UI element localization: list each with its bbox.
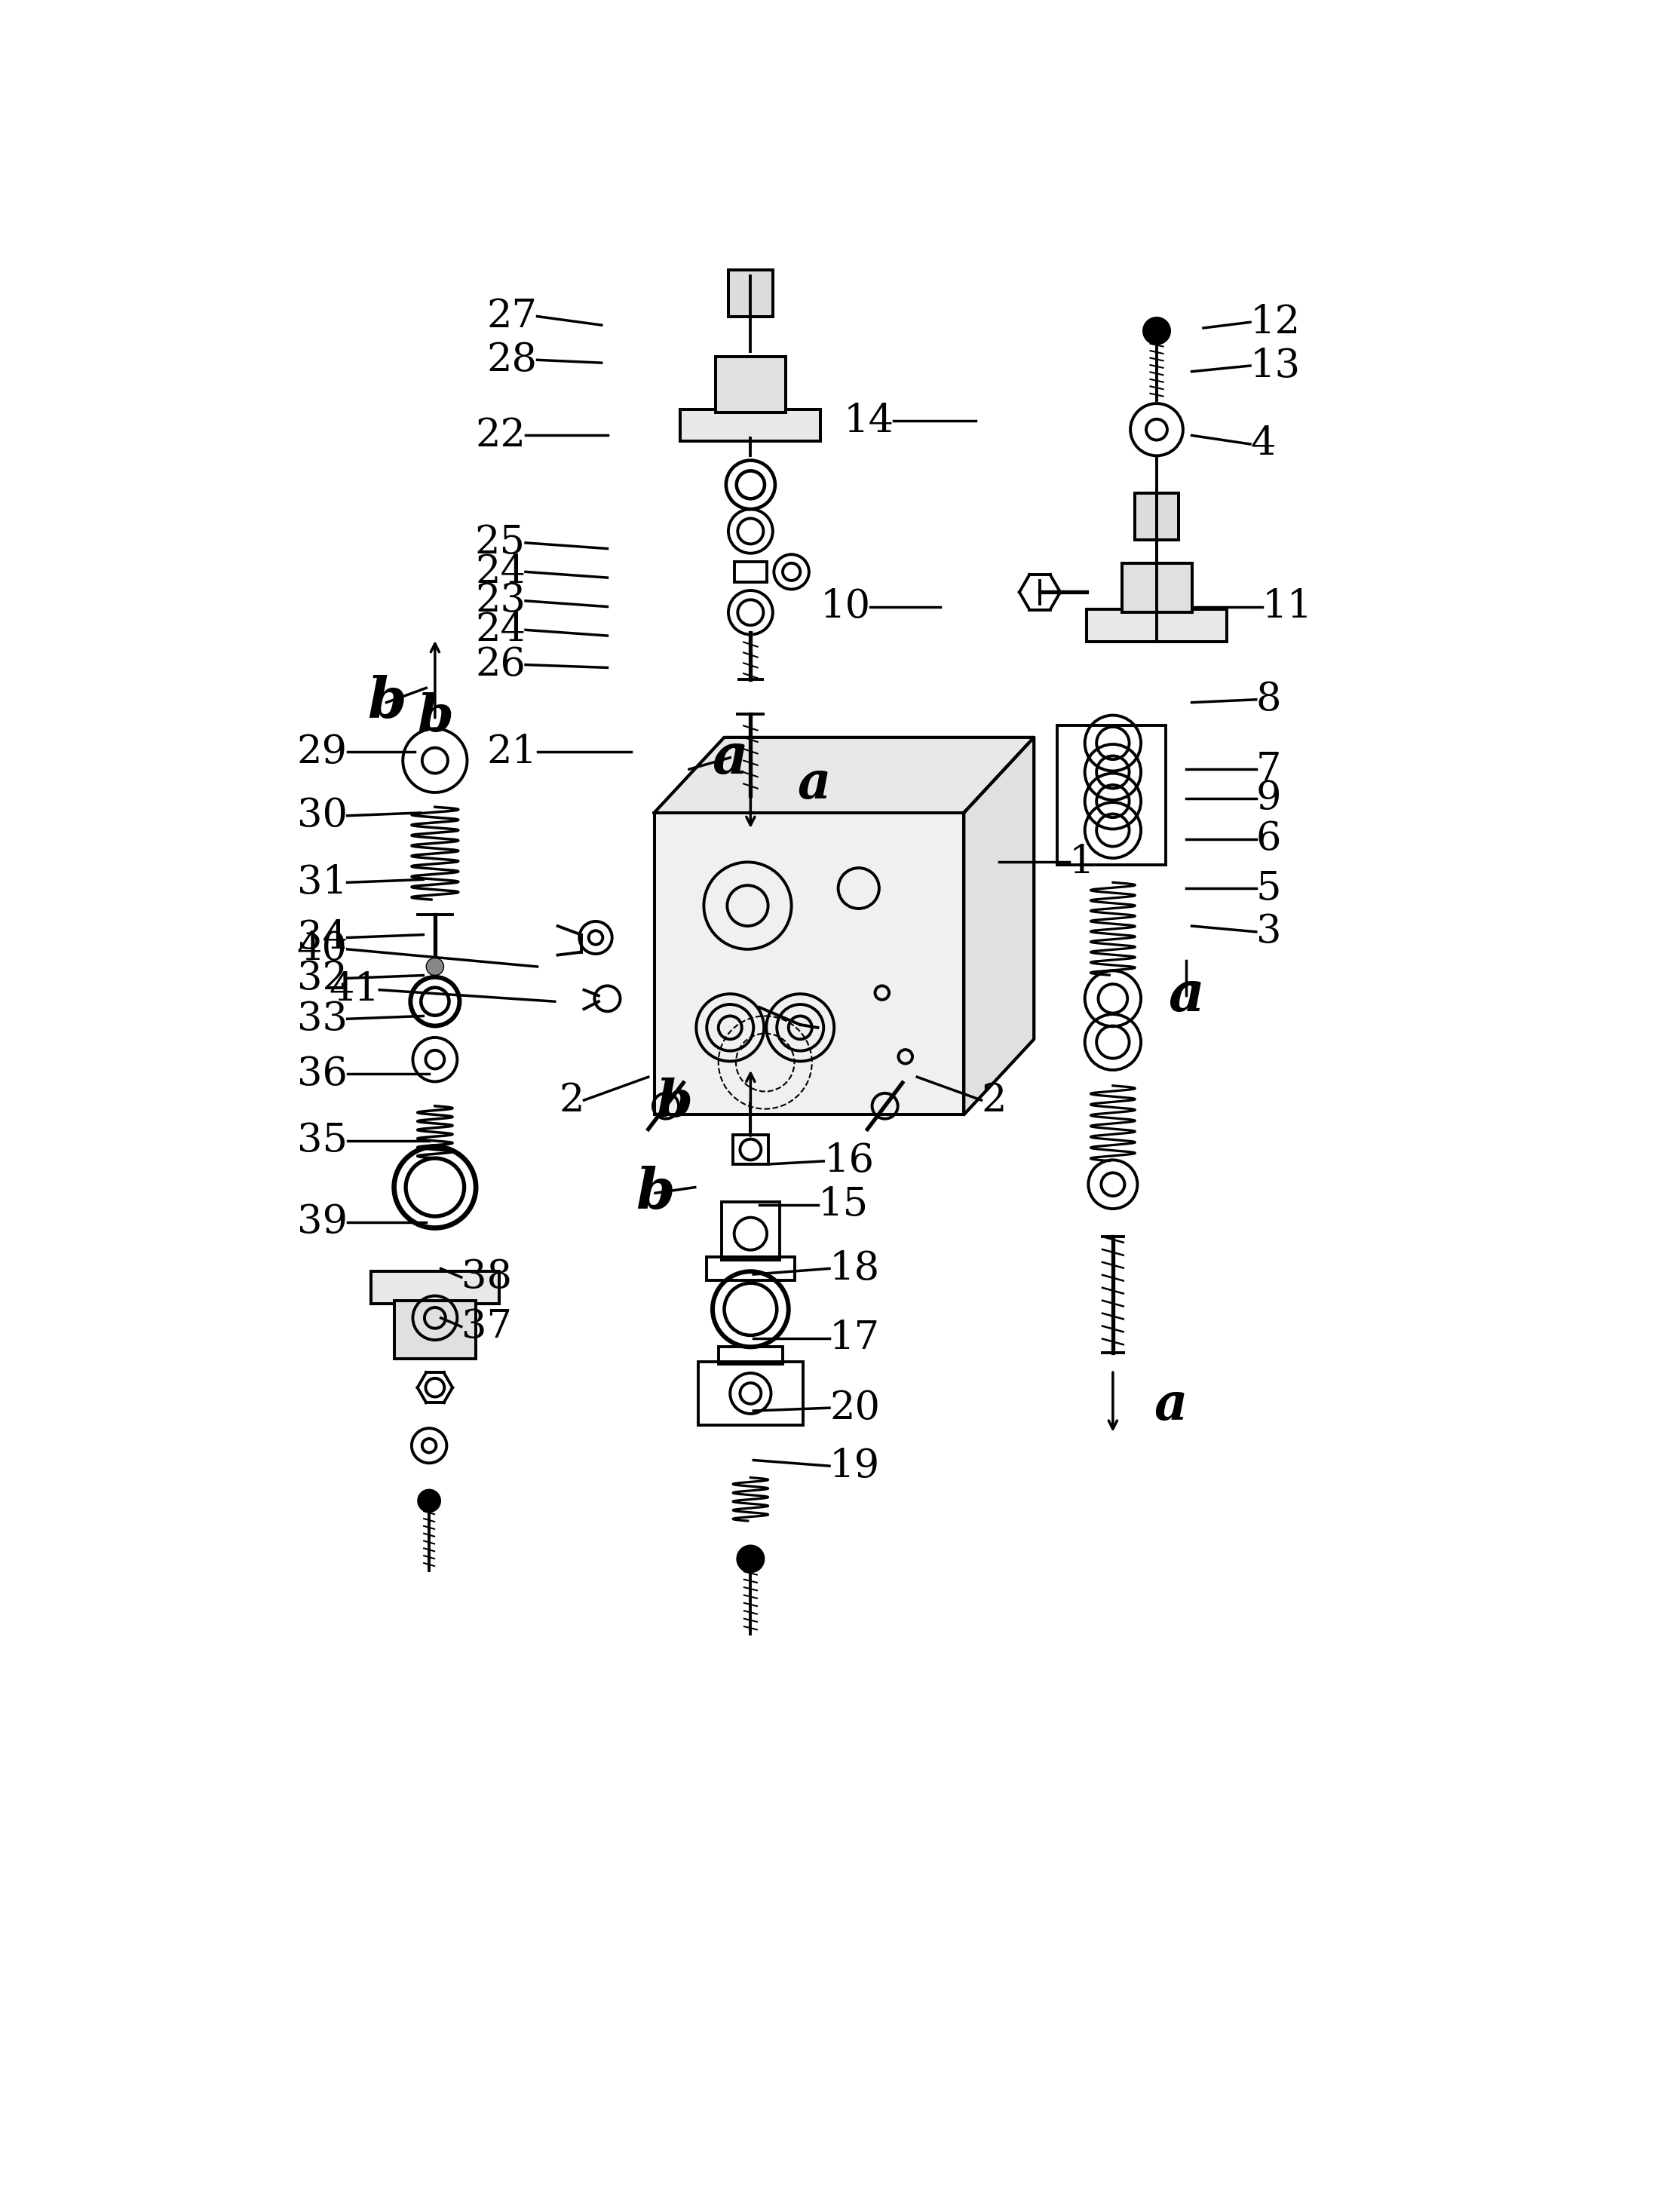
Bar bbox=[1122, 563, 1191, 612]
Bar bbox=[721, 1202, 780, 1259]
Text: 8: 8 bbox=[1257, 680, 1282, 720]
Text: 4: 4 bbox=[1250, 425, 1275, 464]
Bar bbox=[371, 1272, 499, 1303]
Text: 5: 5 bbox=[1257, 869, 1282, 907]
Text: 3: 3 bbox=[1257, 913, 1282, 951]
Text: 20: 20 bbox=[830, 1389, 880, 1426]
Text: 34: 34 bbox=[297, 918, 348, 957]
Text: 14: 14 bbox=[843, 401, 894, 440]
Text: 26: 26 bbox=[475, 645, 526, 685]
Circle shape bbox=[1144, 319, 1169, 343]
Text: a: a bbox=[1154, 1380, 1188, 1431]
Text: 11: 11 bbox=[1262, 588, 1312, 625]
Text: a: a bbox=[712, 731, 748, 786]
Bar bbox=[732, 1136, 768, 1164]
Text: 21: 21 bbox=[487, 733, 538, 770]
Bar bbox=[716, 357, 786, 412]
Text: 6: 6 bbox=[1257, 819, 1282, 858]
Text: 2: 2 bbox=[981, 1081, 1006, 1120]
Text: b: b bbox=[417, 693, 454, 744]
Text: 7: 7 bbox=[1257, 751, 1282, 788]
Text: 12: 12 bbox=[1250, 304, 1300, 341]
Bar bbox=[729, 271, 773, 317]
Circle shape bbox=[418, 1490, 440, 1512]
Bar bbox=[1057, 726, 1166, 865]
Text: 29: 29 bbox=[297, 733, 348, 770]
Text: 32: 32 bbox=[297, 960, 348, 997]
Bar bbox=[1122, 563, 1191, 612]
Bar bbox=[654, 812, 964, 1114]
Text: 31: 31 bbox=[297, 863, 348, 902]
Text: 38: 38 bbox=[462, 1259, 512, 1296]
Text: 16: 16 bbox=[823, 1142, 874, 1180]
Text: 17: 17 bbox=[830, 1318, 880, 1358]
Bar bbox=[680, 409, 820, 440]
Bar bbox=[729, 271, 773, 317]
Text: 18: 18 bbox=[830, 1250, 880, 1288]
Bar bbox=[1134, 493, 1179, 539]
Text: 2: 2 bbox=[559, 1081, 585, 1120]
Bar bbox=[680, 409, 820, 440]
Text: a: a bbox=[1168, 968, 1205, 1023]
Bar bbox=[707, 1257, 795, 1281]
Bar bbox=[716, 357, 786, 412]
Bar bbox=[1134, 493, 1179, 539]
Text: 13: 13 bbox=[1250, 346, 1300, 385]
Bar bbox=[734, 561, 766, 583]
Text: a: a bbox=[798, 759, 832, 810]
Bar bbox=[1087, 610, 1226, 640]
Text: 36: 36 bbox=[297, 1054, 348, 1094]
Text: 39: 39 bbox=[297, 1204, 348, 1241]
Bar bbox=[719, 1347, 783, 1365]
Circle shape bbox=[739, 125, 763, 147]
Text: 27: 27 bbox=[487, 297, 538, 335]
Text: 33: 33 bbox=[297, 999, 348, 1039]
Text: 24: 24 bbox=[475, 552, 526, 592]
Circle shape bbox=[738, 1545, 763, 1572]
Text: 1: 1 bbox=[1068, 843, 1094, 880]
Text: b: b bbox=[635, 1167, 675, 1219]
Text: 15: 15 bbox=[818, 1186, 869, 1224]
Text: 23: 23 bbox=[475, 581, 526, 621]
Text: 37: 37 bbox=[462, 1307, 512, 1345]
Bar bbox=[395, 1301, 475, 1358]
Bar bbox=[1087, 610, 1226, 640]
Text: b: b bbox=[366, 676, 407, 731]
Text: 41: 41 bbox=[329, 971, 380, 1008]
Text: 24: 24 bbox=[475, 610, 526, 649]
Text: b: b bbox=[657, 1078, 692, 1129]
Circle shape bbox=[427, 957, 444, 975]
Text: 19: 19 bbox=[830, 1446, 880, 1486]
Text: 40: 40 bbox=[297, 931, 348, 968]
Bar bbox=[371, 1272, 499, 1303]
Text: 35: 35 bbox=[297, 1123, 348, 1160]
Polygon shape bbox=[654, 737, 1033, 812]
Bar bbox=[395, 1301, 475, 1358]
Text: 30: 30 bbox=[297, 797, 348, 834]
Bar bbox=[654, 812, 964, 1114]
Text: 10: 10 bbox=[820, 588, 870, 625]
Bar bbox=[697, 1362, 803, 1426]
Polygon shape bbox=[964, 737, 1033, 1114]
Text: 28: 28 bbox=[487, 341, 538, 379]
Text: 9: 9 bbox=[1257, 779, 1282, 817]
Text: 22: 22 bbox=[475, 416, 526, 456]
Text: 25: 25 bbox=[475, 524, 526, 561]
